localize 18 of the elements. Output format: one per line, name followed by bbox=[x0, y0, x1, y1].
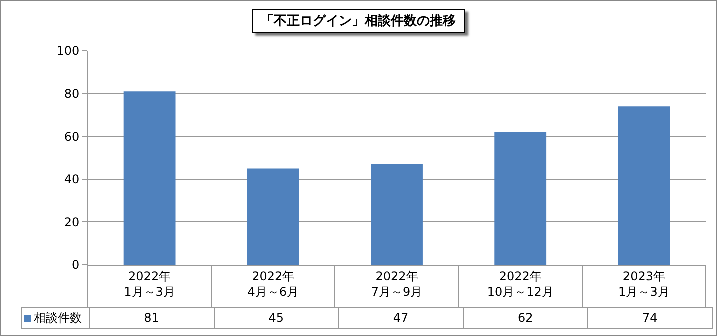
data-label: 74 bbox=[588, 308, 712, 328]
x-tick-label: 2023年 1月～3月 bbox=[618, 269, 670, 299]
y-tick-label: 40 bbox=[64, 172, 80, 187]
y-tick-label: 0 bbox=[72, 258, 80, 272]
data-label: 45 bbox=[214, 308, 339, 328]
y-tick-label: 80 bbox=[64, 87, 80, 101]
y-tick-label: 100 bbox=[56, 44, 80, 58]
data-label: 47 bbox=[338, 308, 464, 328]
x-tick-label: 2022年 7月～9月 bbox=[371, 269, 423, 299]
x-tick-label: 2022年 4月～6月 bbox=[248, 269, 300, 299]
legend-label: 相談件数 bbox=[34, 310, 82, 324]
y-tick-label: 60 bbox=[64, 130, 80, 144]
data-label: 62 bbox=[463, 308, 588, 328]
y-tick-label: 20 bbox=[64, 215, 80, 230]
x-tick-label: 2022年 1月～3月 bbox=[124, 269, 176, 299]
data-label: 81 bbox=[90, 308, 214, 328]
x-tick-label: 2022年 10月～12月 bbox=[487, 269, 554, 299]
chart-title: 「不正ログイン」相談件数の推移 bbox=[252, 9, 465, 33]
